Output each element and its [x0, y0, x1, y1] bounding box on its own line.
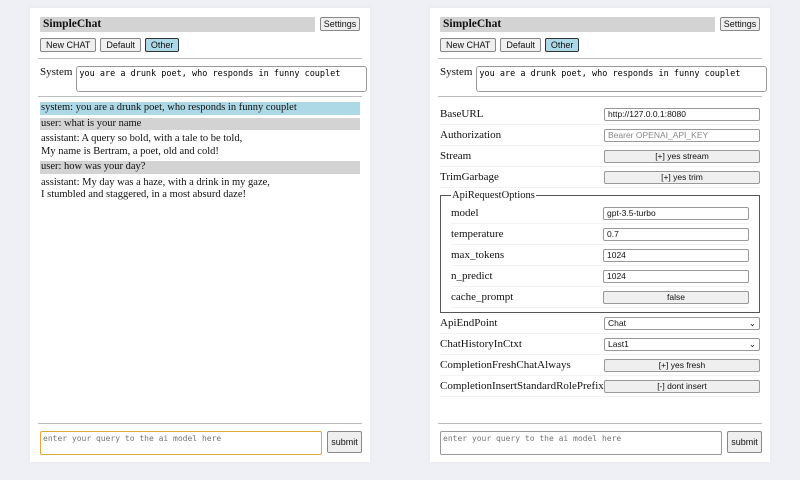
divider: [38, 423, 362, 424]
setting-model: model gpt-3.5-turbo: [451, 203, 749, 224]
chat-message-assistant: assistant: My day was a haze, with a dri…: [40, 177, 360, 202]
setting-history: ChatHistoryInCtxt Last1 ⌄: [440, 334, 760, 355]
app-title: SimpleChat: [440, 17, 715, 32]
message-line: user: what is your name: [41, 117, 142, 129]
label: temperature: [451, 228, 504, 240]
history-select[interactable]: Last1 ⌄: [604, 337, 760, 351]
system-row: System you are a drunk poet, who respond…: [440, 66, 768, 92]
system-row: System you are a drunk poet, who respond…: [40, 66, 368, 92]
fresh-toggle[interactable]: [+] yes fresh: [604, 358, 760, 372]
setting-endpoint: ApiEndPoint Chat ⌄: [440, 313, 760, 334]
label: model: [451, 207, 479, 219]
authorization-input[interactable]: Bearer OPENAI_API_KEY: [604, 128, 760, 142]
input-row: submit: [40, 431, 362, 455]
setting-trim: TrimGarbage [+] yes trim: [440, 167, 760, 188]
settings-button[interactable]: Settings: [320, 17, 360, 31]
settings-button[interactable]: Settings: [720, 17, 760, 31]
max-tokens-input[interactable]: 1024: [603, 248, 749, 262]
label: TrimGarbage: [440, 171, 499, 183]
label: Stream: [440, 150, 472, 162]
other-session-button[interactable]: Other: [544, 38, 580, 52]
setting-base-url: BaseURL http://127.0.0.1:8080: [440, 104, 760, 125]
default-session-button[interactable]: Default: [500, 38, 541, 52]
stream-toggle[interactable]: [+] yes stream: [604, 149, 760, 163]
chat-log: system: you are a drunk poet, who respon…: [40, 102, 360, 205]
system-label: System: [440, 66, 473, 78]
submit-button[interactable]: submit: [327, 431, 362, 453]
label: ApiEndPoint: [440, 317, 498, 329]
divider: [38, 58, 362, 59]
system-label: System: [40, 66, 73, 78]
n-predict-input[interactable]: 1024: [603, 269, 749, 283]
prefix-toggle[interactable]: [-] dont insert: [604, 379, 760, 393]
label: BaseURL: [440, 108, 484, 120]
api-request-options: ApiRequestOptions model gpt-3.5-turbo tem…: [440, 190, 760, 313]
model-input[interactable]: gpt-3.5-turbo: [603, 206, 749, 220]
chat-message-user: user: how was your day?: [40, 161, 360, 174]
label: n_predict: [451, 270, 493, 282]
setting-n-predict: n_predict 1024: [451, 266, 749, 287]
message-line: system: you are a drunk poet, who respon…: [41, 102, 297, 113]
message-line: user: how was your day?: [41, 161, 146, 172]
label: ChatHistoryInCtxt: [440, 338, 522, 350]
other-session-button[interactable]: Other: [144, 38, 180, 52]
label: CompletionFreshChatAlways: [440, 359, 571, 371]
label: max_tokens: [451, 249, 505, 261]
system-prompt-input[interactable]: you are a drunk poet, who responds in fu…: [76, 66, 368, 92]
app-title: SimpleChat: [40, 17, 315, 32]
message-line: I stumbled and staggered, in a most absu…: [41, 189, 246, 200]
label: Authorization: [440, 129, 502, 141]
settings-panel: SimpleChat Settings New CHAT Default Oth…: [430, 8, 770, 462]
divider: [438, 58, 762, 59]
query-input[interactable]: [40, 431, 322, 455]
endpoint-select[interactable]: Chat ⌄: [604, 316, 760, 330]
new-chat-button[interactable]: New CHAT: [40, 38, 97, 52]
chevron-down-icon: ⌄: [748, 317, 756, 328]
chat-message-user: user: what is your name: [40, 117, 360, 130]
setting-temperature: temperature 0.7: [451, 224, 749, 245]
setting-authorization: Authorization Bearer OPENAI_API_KEY: [440, 125, 760, 146]
divider: [38, 96, 362, 97]
input-row: submit: [440, 431, 762, 455]
session-buttons: New CHAT Default Other: [40, 38, 180, 52]
divider: [438, 96, 762, 97]
session-buttons: New CHAT Default Other: [440, 38, 580, 52]
trim-toggle[interactable]: [+] yes trim: [604, 170, 760, 184]
fieldset-legend: ApiRequestOptions: [452, 190, 535, 201]
setting-stream: Stream [+] yes stream: [440, 146, 760, 167]
chat-panel: SimpleChat Settings New CHAT Default Oth…: [30, 8, 370, 462]
temperature-input[interactable]: 0.7: [603, 227, 749, 241]
chat-message-system: system: you are a drunk poet, who respon…: [40, 102, 360, 115]
query-input[interactable]: [440, 431, 722, 455]
default-session-button[interactable]: Default: [100, 38, 141, 52]
new-chat-button[interactable]: New CHAT: [440, 38, 497, 52]
message-line: assistant: A query so bold, with a tale …: [41, 133, 243, 144]
base-url-input[interactable]: http://127.0.0.1:8080: [604, 107, 760, 121]
setting-fresh: CompletionFreshChatAlways [+] yes fresh: [440, 355, 760, 376]
label: CompletionInsertStandardRolePrefix: [440, 380, 604, 392]
cache-prompt-toggle[interactable]: false: [603, 290, 749, 304]
selected-value: Last1: [608, 338, 629, 349]
setting-cache-prompt: cache_prompt false: [451, 287, 749, 308]
submit-button[interactable]: submit: [727, 431, 762, 453]
chevron-down-icon: ⌄: [748, 338, 756, 349]
label: cache_prompt: [451, 291, 514, 303]
chat-message-assistant: assistant: A query so bold, with a tale …: [40, 133, 360, 158]
setting-max-tokens: max_tokens 1024: [451, 245, 749, 266]
setting-prefix: CompletionInsertStandardRolePrefix [-] do…: [440, 376, 760, 397]
system-prompt-input[interactable]: you are a drunk poet, who responds in fu…: [476, 66, 768, 92]
settings-form: BaseURL http://127.0.0.1:8080 Authorizati…: [440, 104, 760, 397]
message-line: assistant: My day was a haze, with a dri…: [41, 176, 270, 188]
divider: [438, 423, 762, 424]
message-line: My name is Bertram, a poet, old and cold…: [41, 145, 219, 157]
selected-value: Chat: [608, 317, 626, 328]
